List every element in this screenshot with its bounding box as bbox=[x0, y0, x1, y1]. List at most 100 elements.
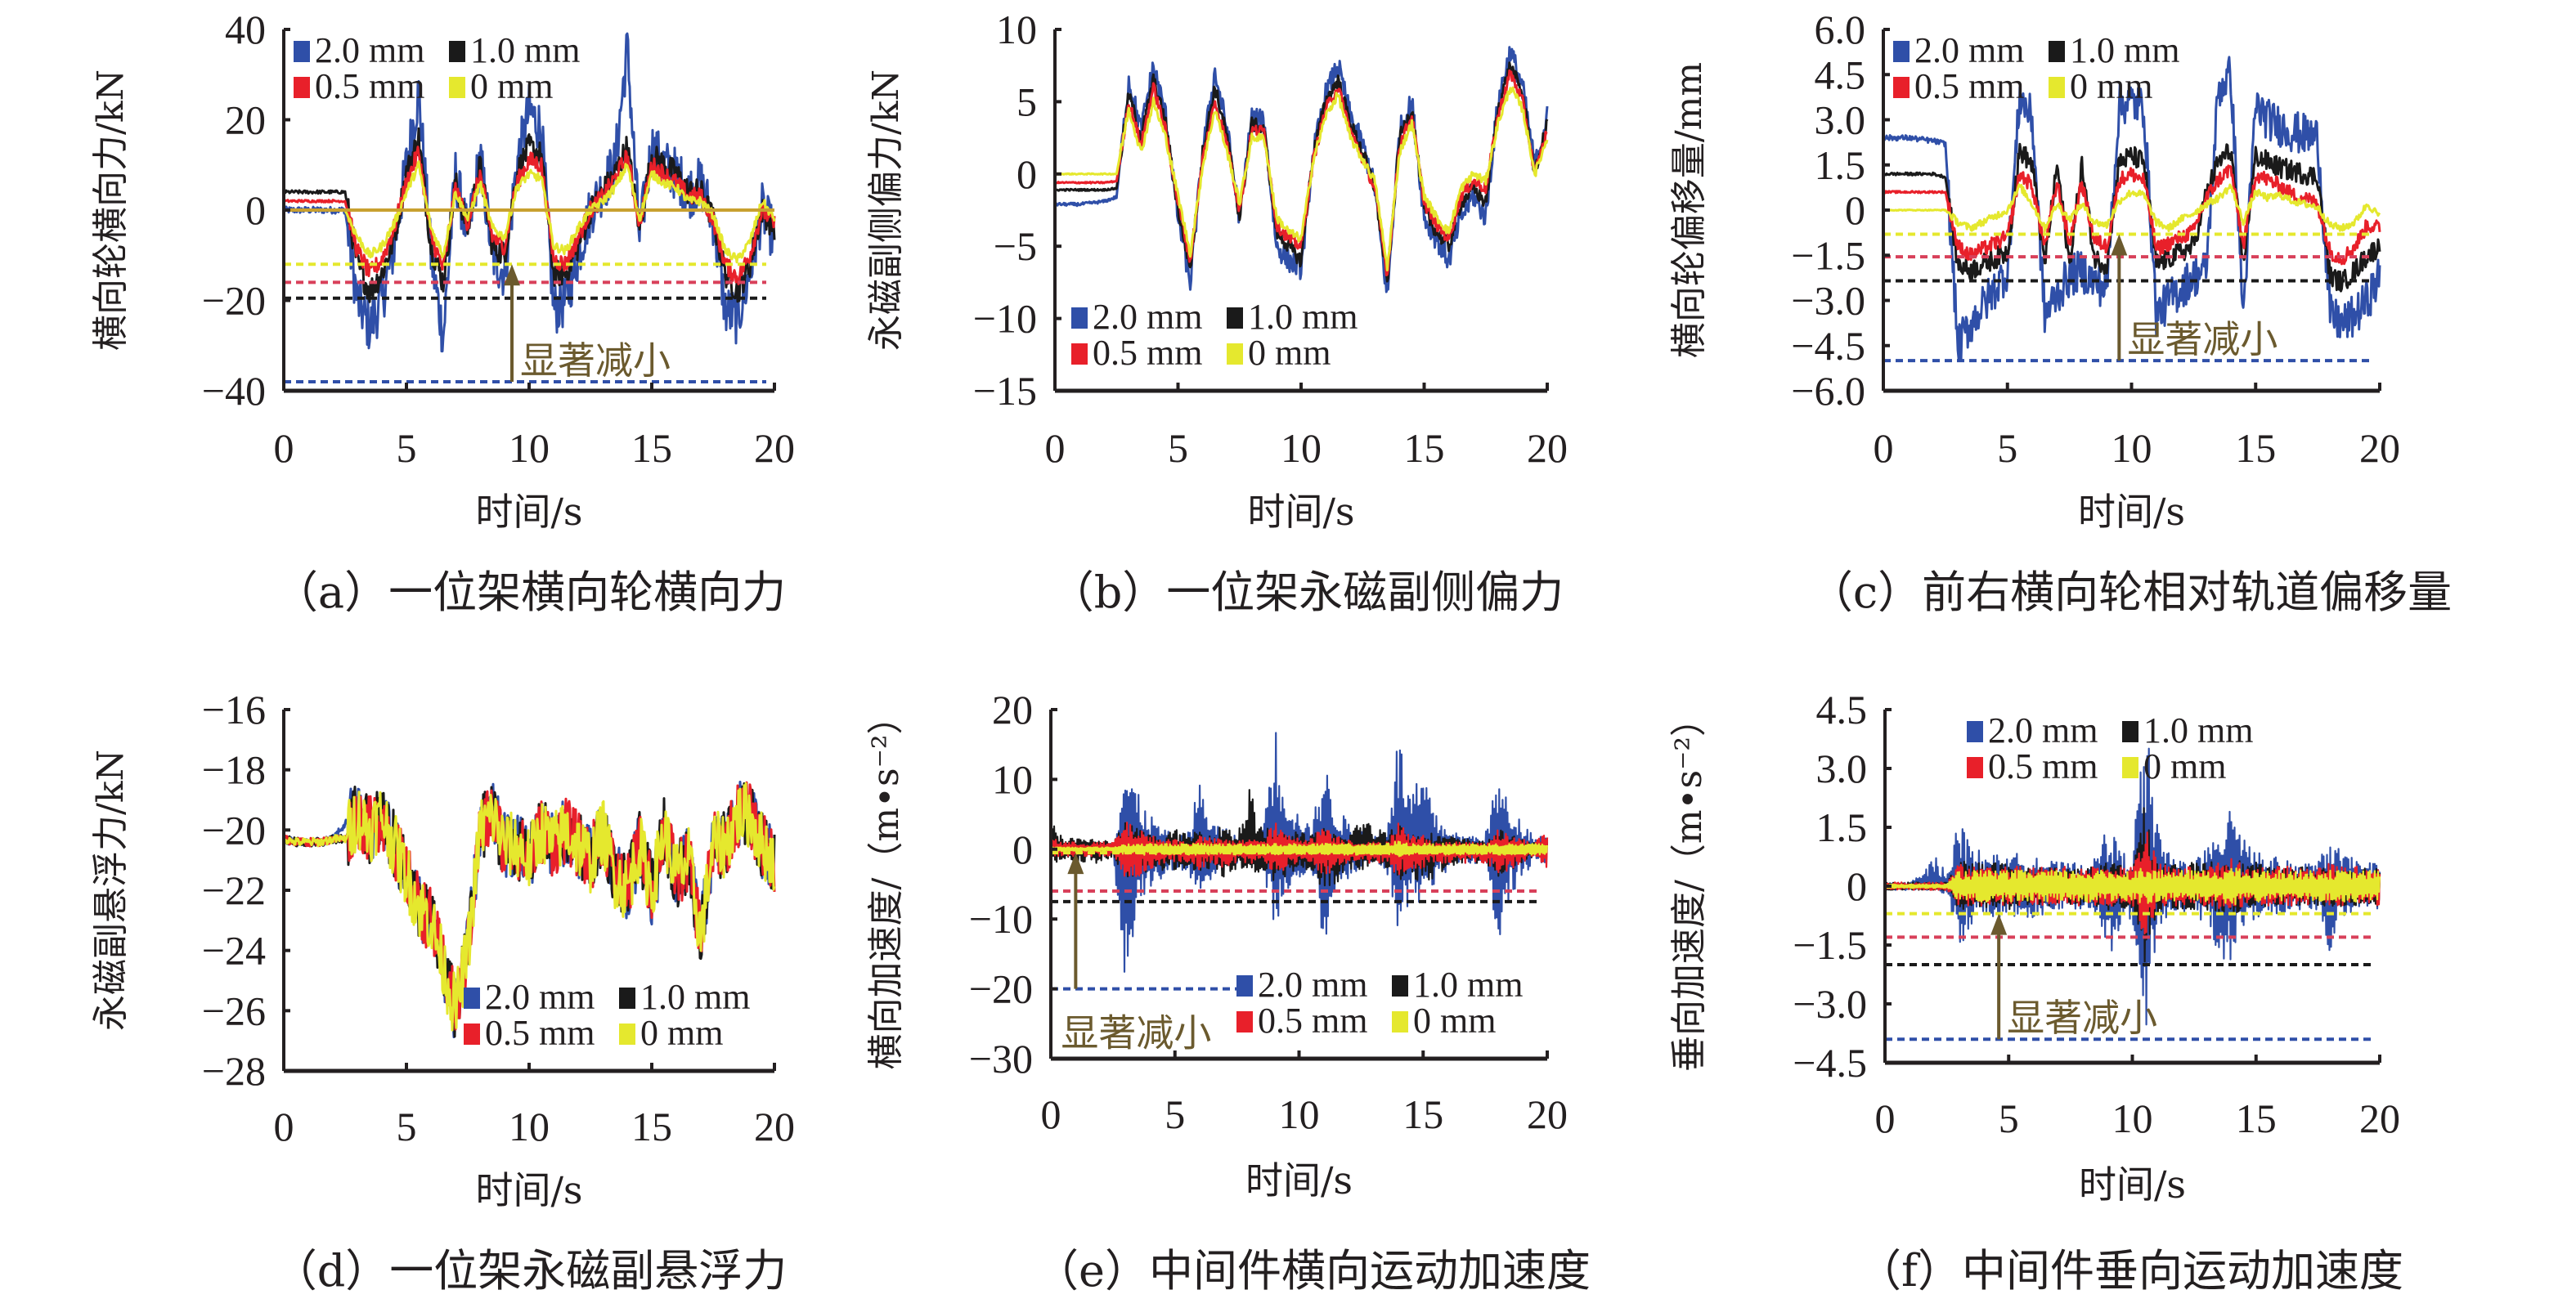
x-tick-label: 0 bbox=[1874, 425, 1894, 471]
legend-label: 2.0 mm bbox=[1093, 297, 1202, 337]
caption-c: （c）前右横向轮相对轨道偏移量 bbox=[1808, 567, 2453, 618]
series-group bbox=[284, 32, 776, 353]
series-line-05mm bbox=[1055, 69, 1548, 276]
series-line-05mm bbox=[284, 146, 776, 285]
series-group bbox=[1885, 747, 2381, 1026]
legend-label: 2.0 mm bbox=[315, 30, 424, 70]
legend-label: 0.5 mm bbox=[1258, 1001, 1367, 1041]
y-tick-label: 20 bbox=[225, 97, 266, 143]
x-tick-label: 10 bbox=[2112, 425, 2152, 471]
y-tick-label: −16 bbox=[202, 687, 266, 732]
y-tick-label: −6.0 bbox=[1791, 368, 1865, 414]
legend-label: 0 mm bbox=[470, 66, 553, 106]
x-tick-label: 20 bbox=[1527, 425, 1568, 471]
x-tick-label: 5 bbox=[397, 1104, 417, 1149]
y-tick-label: −24 bbox=[202, 928, 266, 974]
annotation-arrow-head bbox=[504, 264, 520, 286]
x-tick-label: 0 bbox=[1875, 1095, 1896, 1141]
series-line-0mm bbox=[1883, 183, 2381, 233]
y-tick-label: −5 bbox=[994, 223, 1037, 269]
legend-label: 0.5 mm bbox=[485, 1013, 595, 1053]
annotation-label: 显著减小 bbox=[2007, 996, 2157, 1040]
y-axis-title: 永磁副悬浮力/kN bbox=[90, 750, 132, 1031]
y-tick-label: 4.5 bbox=[1816, 687, 1868, 732]
y-tick-label: −1.5 bbox=[1791, 232, 1865, 278]
legend-swatch bbox=[2049, 41, 2065, 62]
y-tick-label: −1.5 bbox=[1793, 922, 1867, 968]
legend-label: 0 mm bbox=[2070, 66, 2152, 106]
y-tick-label: 5 bbox=[1016, 78, 1037, 124]
series-line-20mm bbox=[1883, 56, 2381, 361]
legend-label: 0 mm bbox=[640, 1013, 723, 1053]
legend-label: 0.5 mm bbox=[1093, 333, 1202, 373]
series-line-0mm bbox=[1055, 86, 1549, 271]
caption-e: （e）中间件横向运动加速度 bbox=[1034, 1245, 1591, 1297]
legend-label: 1.0 mm bbox=[1413, 965, 1523, 1005]
x-tick-label: 5 bbox=[1165, 1091, 1185, 1137]
y-tick-label: 0 bbox=[1012, 826, 1033, 872]
legend: 2.0 mm 1.0 mm 0.5 mm 0 mm bbox=[464, 977, 750, 1053]
legend-swatch bbox=[2122, 757, 2138, 778]
y-tick-label: −26 bbox=[202, 988, 266, 1033]
chart-d: −16 −18 −20 −22 −24 −26 −280 5 10 15 20 时间/s 永磁副悬浮力/… bbox=[90, 687, 795, 1212]
legend-swatch bbox=[1392, 1011, 1408, 1032]
x-axis-title: 时间/s bbox=[475, 490, 582, 534]
caption-b: （b）一位架永磁副侧偏力 bbox=[1049, 567, 1564, 618]
x-tick-label: 20 bbox=[2359, 425, 2400, 471]
x-tick-label: 15 bbox=[2235, 425, 2276, 471]
x-axis-title: 时间/s bbox=[1247, 490, 1354, 534]
legend: 2.0 mm 1.0 mm 0.5 mm 0 mm bbox=[294, 30, 580, 106]
x-tick-label: 5 bbox=[1168, 425, 1188, 471]
legend-swatch bbox=[294, 41, 310, 62]
series-line-10mm bbox=[284, 127, 776, 303]
legend-label: 0 mm bbox=[1413, 1001, 1496, 1041]
legend-swatch bbox=[619, 1024, 635, 1045]
series-group bbox=[1051, 732, 1549, 973]
x-tick-label: 0 bbox=[1041, 1091, 1061, 1137]
legend-label: 2.0 mm bbox=[1914, 30, 2024, 70]
x-tick-label: 10 bbox=[1281, 425, 1322, 471]
series-line-20mm bbox=[284, 32, 776, 353]
legend-label: 0.5 mm bbox=[1988, 746, 2098, 786]
series-line-0mm bbox=[284, 782, 776, 1032]
x-tick-label: 20 bbox=[2359, 1095, 2400, 1141]
series-group bbox=[1883, 56, 2381, 361]
series-line-10mm bbox=[1051, 789, 1549, 887]
y-tick-label: −10 bbox=[969, 896, 1033, 942]
y-tick-label: 6.0 bbox=[1815, 7, 1866, 52]
y-tick-label: 3.0 bbox=[1816, 746, 1868, 791]
y-tick-label: −22 bbox=[202, 867, 266, 913]
legend-swatch bbox=[1236, 975, 1253, 997]
legend: 2.0 mm 1.0 mm 0.5 mm 0 mm bbox=[1893, 30, 2179, 106]
caption-d: （d）一位架永磁副悬浮力 bbox=[272, 1245, 788, 1297]
legend-swatch bbox=[1392, 975, 1408, 997]
legend: 2.0 mm 1.0 mm 0.5 mm 0 mm bbox=[1071, 297, 1358, 373]
legend-swatch bbox=[294, 77, 310, 98]
series-line-05mm bbox=[1883, 164, 2381, 266]
legend-swatch bbox=[449, 41, 465, 62]
caption-a: （a）一位架横向轮横向力 bbox=[273, 567, 787, 618]
x-tick-label: 20 bbox=[754, 425, 795, 471]
y-axis-title: 横向轮横向力/kN bbox=[90, 69, 132, 351]
legend-swatch bbox=[464, 1024, 480, 1045]
annotation-label: 显著减小 bbox=[2127, 317, 2278, 361]
x-tick-label: 10 bbox=[2112, 1095, 2153, 1141]
annotation-arrow-head bbox=[1990, 913, 2008, 935]
y-tick-label: −10 bbox=[973, 296, 1037, 342]
x-tick-label: 10 bbox=[509, 425, 550, 471]
x-tick-label: 5 bbox=[1999, 1095, 2019, 1141]
legend-label: 1.0 mm bbox=[470, 30, 580, 70]
legend-swatch bbox=[1227, 307, 1243, 329]
legend-label: 1.0 mm bbox=[2070, 30, 2179, 70]
y-tick-label: −28 bbox=[202, 1048, 266, 1094]
y-tick-label: −20 bbox=[969, 966, 1033, 1012]
x-tick-label: 15 bbox=[631, 1104, 672, 1149]
legend-swatch bbox=[1071, 343, 1088, 365]
x-tick-label: 5 bbox=[1997, 425, 2017, 471]
y-axis-title: 横向轮偏移量/mm bbox=[1668, 62, 1710, 358]
x-tick-label: 10 bbox=[509, 1104, 550, 1149]
legend-swatch bbox=[2049, 77, 2065, 98]
